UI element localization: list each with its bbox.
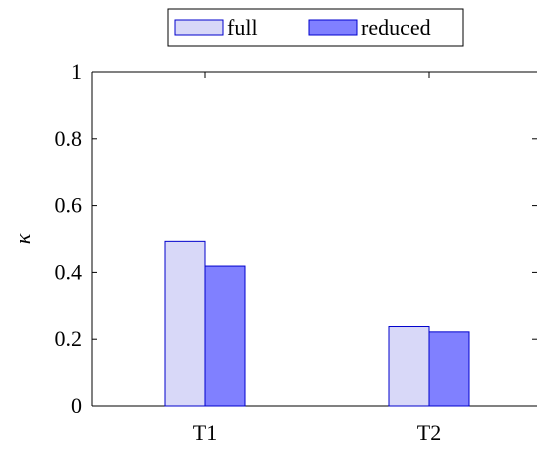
y-tick-label: 0.6: [55, 193, 83, 218]
legend-label-full: full: [227, 15, 258, 40]
y-tick-label: 1: [71, 59, 82, 84]
bar-full-T1: [164, 240, 206, 407]
legend: full reduced: [167, 8, 464, 47]
y-tick-label: 0.8: [55, 126, 83, 151]
x-tick-label: T1: [193, 420, 217, 445]
y-tick-label: 0.2: [55, 326, 83, 351]
legend-swatch-reduced: [308, 19, 358, 36]
legend-swatch-full: [174, 19, 224, 36]
x-tick-label: T2: [417, 420, 441, 445]
bars: [164, 240, 470, 407]
bar-full-T2: [388, 326, 430, 407]
legend-label-reduced: reduced: [361, 15, 431, 40]
bar-reduced-T2: [428, 331, 470, 407]
y-axis-label: κ: [10, 233, 35, 244]
axes-frame: [91, 71, 537, 407]
y-tick-label: 0: [71, 393, 82, 418]
x-ticks: T1 T2: [193, 72, 441, 445]
y-ticks: 0 0.2 0.4 0.6 0.8 1: [55, 59, 537, 418]
y-tick-label: 0.4: [55, 259, 83, 284]
bar-reduced-T1: [204, 265, 246, 407]
